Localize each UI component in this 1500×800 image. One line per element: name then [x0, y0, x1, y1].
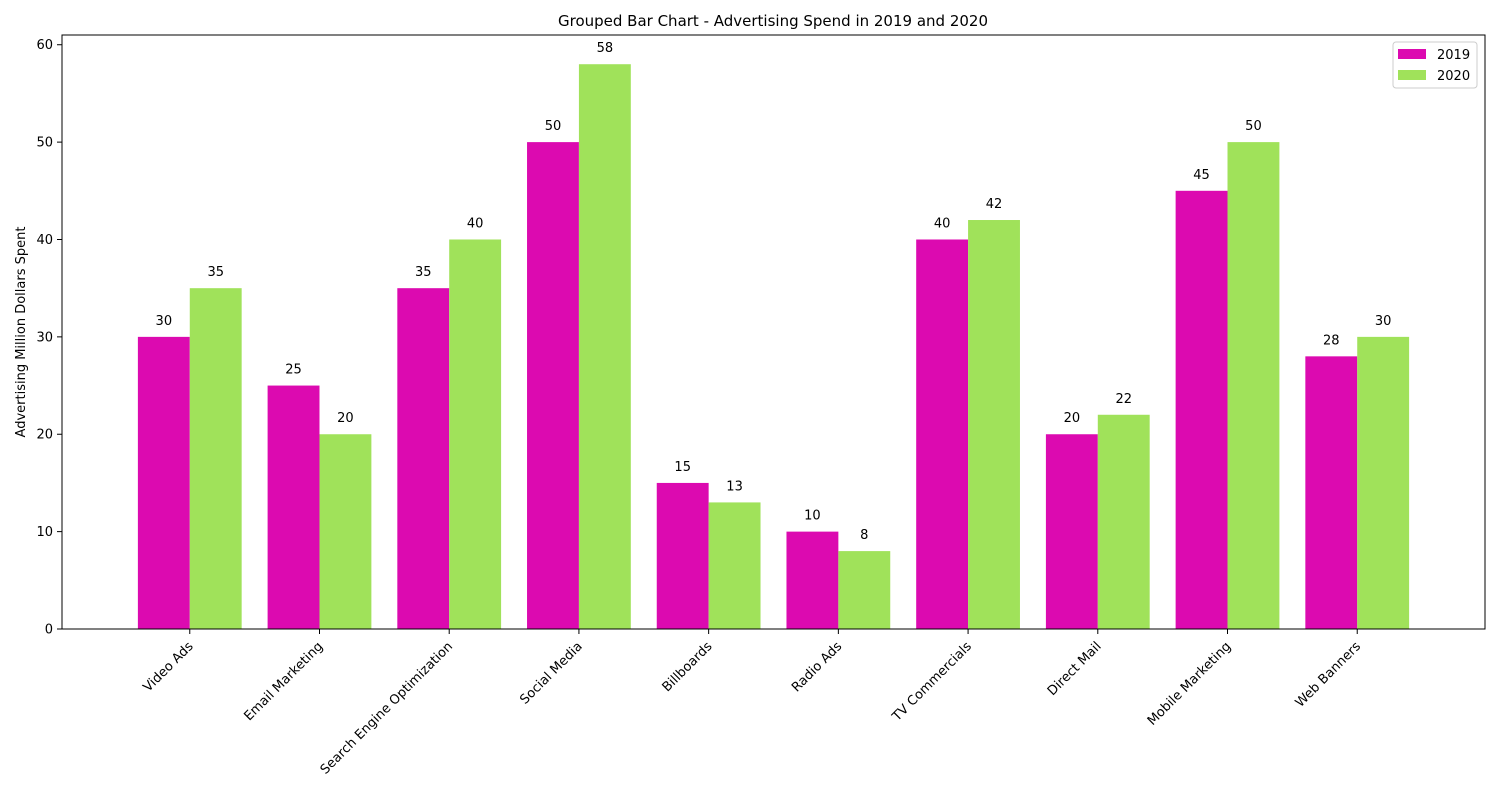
data-label-2019-direct-mail: 20	[1064, 411, 1081, 426]
data-label-2019-tv-commercials: 40	[934, 216, 951, 231]
bar-2019-search-engine-optimization	[397, 288, 450, 629]
x-tick-label-mobile-marketing: Mobile Marketing	[1145, 639, 1235, 729]
x-tick-label-billboards: Billboards	[660, 639, 716, 695]
y-tick-label: 30	[36, 330, 53, 345]
y-tick-label: 20	[36, 428, 53, 443]
data-label-2020-direct-mail: 22	[1115, 392, 1132, 407]
data-label-2019-email-marketing: 25	[285, 363, 302, 378]
data-label-2019-web-banners: 28	[1323, 333, 1340, 348]
plot-frame	[61, 34, 1486, 630]
data-label-2019-video-ads: 30	[156, 314, 173, 329]
x-tick-label-video-ads: Video Ads	[141, 639, 197, 695]
x-tick-label-radio-ads: Radio Ads	[789, 639, 845, 695]
data-label-2020-billboards: 13	[726, 479, 743, 494]
bar-2019-tv-commercials	[916, 239, 969, 629]
data-label-2020-social-media: 58	[597, 41, 614, 56]
x-tick-label-tv-commercials: TV Commercials	[889, 639, 975, 725]
bar-2020-radio-ads	[838, 551, 891, 629]
legend: 2019 2020	[1392, 41, 1478, 89]
data-label-2020-radio-ads: 8	[860, 528, 868, 543]
x-tick-label-direct-mail: Direct Mail	[1045, 639, 1105, 699]
bar-2020-search-engine-optimization	[449, 239, 502, 629]
bar-2020-direct-mail	[1097, 414, 1150, 629]
bars-layer	[137, 64, 1410, 630]
data-label-2019-billboards: 15	[674, 460, 691, 475]
data-label-2019-search-engine-optimization: 35	[415, 265, 432, 280]
data-label-2019-mobile-marketing: 45	[1193, 168, 1210, 183]
bar-2019-video-ads	[137, 336, 190, 629]
y-tick-label: 10	[36, 525, 53, 540]
y-axis-label: Advertising Million Dollars Spent	[14, 227, 29, 438]
bar-2019-email-marketing	[267, 385, 320, 629]
bar-2019-direct-mail	[1045, 434, 1098, 629]
data-label-2020-email-marketing: 20	[337, 411, 354, 426]
y-tick-label: 50	[36, 136, 53, 151]
legend-label-2020: 2020	[1437, 69, 1470, 84]
data-label-2019-radio-ads: 10	[804, 509, 821, 524]
x-tick-label-web-banners: Web Banners	[1293, 639, 1365, 711]
legend-swatch-2020	[1398, 70, 1426, 80]
data-label-2020-tv-commercials: 42	[986, 197, 1003, 212]
bar-2019-social-media	[527, 142, 579, 630]
y-tick-label: 40	[36, 233, 53, 248]
data-labels-layer: 30 25 35 50 15 10 40 20 45 28 35 20 40 58 13 8 42 22 50 30	[156, 41, 1392, 543]
bar-2020-tv-commercials	[968, 220, 1020, 629]
bar-2019-mobile-marketing	[1175, 190, 1228, 629]
bar-2020-mobile-marketing	[1227, 142, 1280, 630]
data-label-2019-social-media: 50	[545, 119, 562, 134]
data-label-2020-web-banners: 30	[1375, 314, 1392, 329]
bar-2019-radio-ads	[786, 531, 839, 629]
y-tick-label: 60	[36, 38, 53, 53]
chart-title: Grouped Bar Chart - Advertising Spend in…	[558, 12, 988, 30]
y-tick-label: 0	[45, 623, 53, 638]
data-label-2020-search-engine-optimization: 40	[467, 216, 484, 231]
data-label-2020-video-ads: 35	[207, 265, 224, 280]
data-label-2020-mobile-marketing: 50	[1245, 119, 1262, 134]
bar-2020-billboards	[708, 502, 761, 629]
bar-2020-video-ads	[189, 288, 242, 629]
bar-2020-web-banners	[1357, 336, 1410, 629]
legend-swatch-2019	[1398, 49, 1426, 59]
x-tick-label-search-engine-optimization: Search Engine Optimization	[318, 639, 456, 777]
bar-2020-social-media	[578, 64, 631, 629]
bar-2020-email-marketing	[319, 434, 372, 629]
x-tick-label-social-media: Social Media	[517, 639, 585, 707]
legend-label-2019: 2019	[1437, 48, 1470, 63]
x-tick-label-email-marketing: Email Marketing	[241, 639, 326, 724]
bar-2019-web-banners	[1305, 356, 1358, 629]
bar-2019-billboards	[656, 482, 709, 629]
